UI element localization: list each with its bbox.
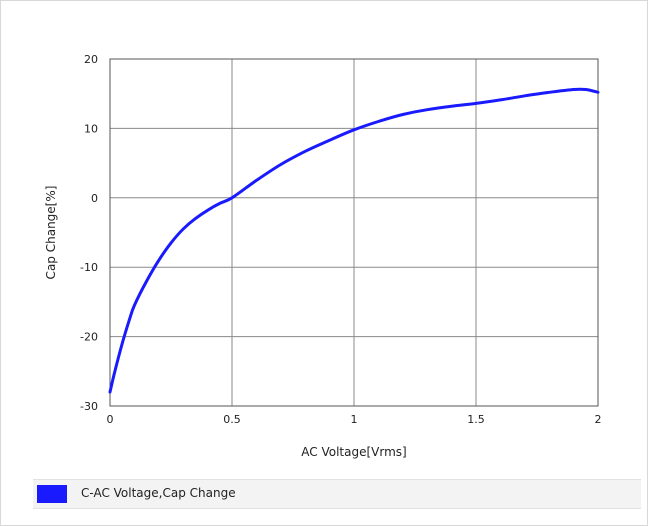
y-tick-label: 10 (84, 122, 98, 135)
series-line-0 (108, 87, 600, 394)
y-tick-label: 0 (91, 192, 98, 205)
plot-border (109, 58, 599, 407)
x-tick-label: 1 (351, 413, 358, 426)
x-tick-label: 2 (595, 413, 602, 426)
y-tick-label: -30 (80, 400, 98, 413)
legend-label: C-AC Voltage,Cap Change (81, 486, 236, 500)
grid (109, 58, 599, 407)
x-tick-label: 1.5 (467, 413, 485, 426)
y-tick-label: 20 (84, 53, 98, 66)
x-axis-label: AC Voltage[Vrms] (301, 445, 406, 459)
y-tick-label: -10 (80, 261, 98, 274)
series-layer (108, 87, 600, 394)
legend: C-AC Voltage,Cap Change (33, 479, 641, 509)
y-axis-label: Cap Change[%] (44, 186, 58, 280)
line-chart: 0 0.5 1 1.5 2 20 10 0 -10 -20 -30 AC Voltage[Vrms]… (44, 53, 602, 459)
x-tick-label: 0 (107, 413, 114, 426)
x-tick-label: 0.5 (223, 413, 241, 426)
y-tick-label: -20 (80, 331, 98, 344)
legend-swatch (37, 485, 67, 503)
tick-labels: 0 0.5 1 1.5 2 20 10 0 -10 -20 -30 (80, 53, 601, 426)
